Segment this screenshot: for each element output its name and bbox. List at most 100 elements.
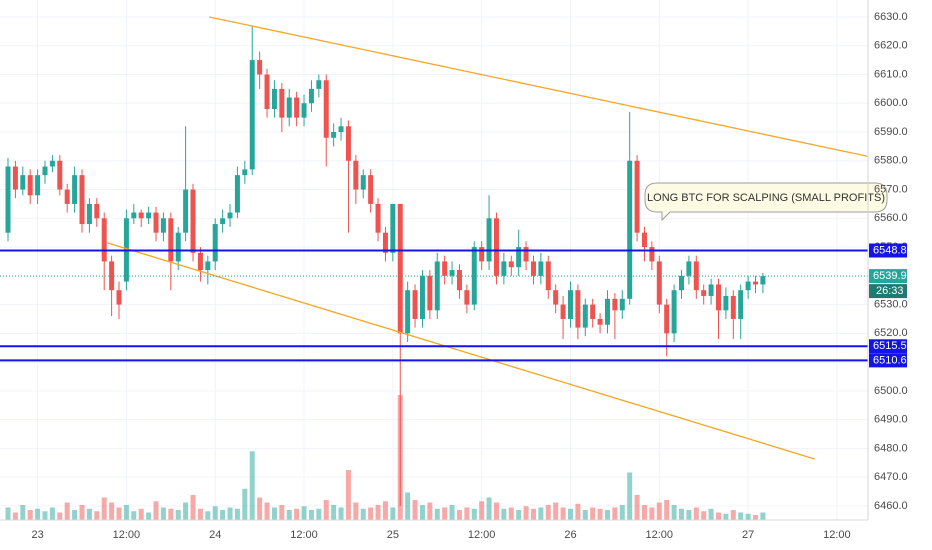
candle-body xyxy=(701,290,707,296)
candle-body xyxy=(730,295,736,319)
volume-bar xyxy=(331,505,337,520)
callout-box xyxy=(644,182,888,222)
candle-body xyxy=(553,290,559,305)
candle-body xyxy=(86,203,92,225)
candle-body xyxy=(360,175,366,190)
volume-bar xyxy=(582,510,588,520)
candle-body xyxy=(271,88,277,110)
volume-bar xyxy=(190,495,196,520)
y-tick-label: 6630.0 xyxy=(874,11,908,23)
volume-bar xyxy=(730,510,736,520)
volume-bar xyxy=(612,507,618,520)
volume-bar xyxy=(715,512,721,520)
candle-body xyxy=(316,80,322,89)
volume-bar xyxy=(116,507,122,520)
volume-bar xyxy=(486,497,492,520)
volume-bar xyxy=(545,505,551,520)
volume-bar xyxy=(641,505,647,520)
candle-body xyxy=(671,290,677,334)
volume-bar xyxy=(175,510,181,520)
countdown-tag xyxy=(869,284,907,299)
x-tick-label: 12:00 xyxy=(468,529,496,541)
volume-bar xyxy=(419,505,425,520)
volume-bar xyxy=(227,507,233,520)
y-tick-label: 6590.0 xyxy=(874,126,908,138)
candle-body xyxy=(434,261,440,311)
candle-body xyxy=(205,261,211,271)
volume-bar xyxy=(138,508,144,520)
volume-bar xyxy=(27,510,33,520)
volume-bar xyxy=(101,497,107,520)
candle-body xyxy=(338,126,344,133)
volume-bar xyxy=(286,510,292,520)
y-tick-label: 6530.0 xyxy=(874,298,908,310)
volume-bar xyxy=(264,502,270,520)
candle-body xyxy=(715,284,721,311)
volume-bar xyxy=(493,502,499,520)
volume-bar xyxy=(479,501,485,520)
candle-body xyxy=(5,166,11,233)
volume-bar xyxy=(35,508,41,520)
candle-body xyxy=(678,275,684,291)
candle-body xyxy=(64,189,70,204)
volume-bar xyxy=(316,508,322,520)
volume-bar xyxy=(345,470,351,520)
grid xyxy=(0,0,868,520)
volume-bar xyxy=(375,505,381,520)
volume-bar xyxy=(5,507,11,520)
candle-body xyxy=(257,60,263,75)
volume-bar xyxy=(308,510,314,520)
candle-body xyxy=(405,290,411,334)
price-tag-label: 6515.5 xyxy=(873,340,907,352)
candle-body xyxy=(353,160,359,190)
candle-body xyxy=(242,169,248,176)
volume-bar xyxy=(249,451,255,520)
x-tick-label: 25 xyxy=(387,529,399,541)
annotation-text: LONG BTC FOR SCALPING (SMALL PROFITS) xyxy=(647,192,885,204)
candle-body xyxy=(20,175,26,190)
volume-bar xyxy=(656,502,662,520)
candle-body xyxy=(308,88,314,104)
volume-bar xyxy=(567,508,573,520)
candle-body xyxy=(582,304,588,328)
volume-bar xyxy=(323,500,329,520)
y-tick-label: 6480.0 xyxy=(874,442,908,454)
volume-bar xyxy=(501,508,507,520)
volume-bar xyxy=(508,507,514,520)
candle-body xyxy=(634,160,640,233)
candle-body xyxy=(138,212,144,219)
volume-bar xyxy=(94,511,100,520)
y-tick-label: 6580.0 xyxy=(874,155,908,167)
price-tag xyxy=(869,339,907,354)
volume-bar xyxy=(49,507,55,520)
volume-bar xyxy=(708,508,714,520)
volume-bar xyxy=(279,505,285,520)
volume-bar xyxy=(220,510,226,520)
candle-body xyxy=(212,224,218,262)
candle-body xyxy=(27,175,33,196)
volume-bar xyxy=(449,505,455,520)
x-tick-label: 12:00 xyxy=(290,529,318,541)
candle-body xyxy=(612,298,618,311)
y-tick-label: 6610.0 xyxy=(874,68,908,80)
candle-body xyxy=(523,247,529,262)
y-tick-label: 6490.0 xyxy=(874,414,908,426)
candle-body xyxy=(390,203,396,253)
volume-bar xyxy=(464,507,470,520)
candle-body xyxy=(501,261,507,276)
candle-body xyxy=(116,290,122,305)
volume-bar xyxy=(745,513,751,520)
volume-bar xyxy=(649,507,655,520)
volume-bar xyxy=(20,505,26,520)
volume-bar xyxy=(168,508,174,520)
callout: LONG BTC FOR SCALPING (SMALL PROFITS) xyxy=(644,182,888,222)
candle-body xyxy=(590,304,596,319)
candle-body xyxy=(516,247,522,268)
volume-bar xyxy=(338,507,344,520)
volume-bar xyxy=(560,507,566,520)
trend-line xyxy=(107,242,815,460)
countdown-label: 26:33 xyxy=(876,285,904,297)
volume-bar xyxy=(701,511,707,520)
volume-bar xyxy=(257,497,263,520)
